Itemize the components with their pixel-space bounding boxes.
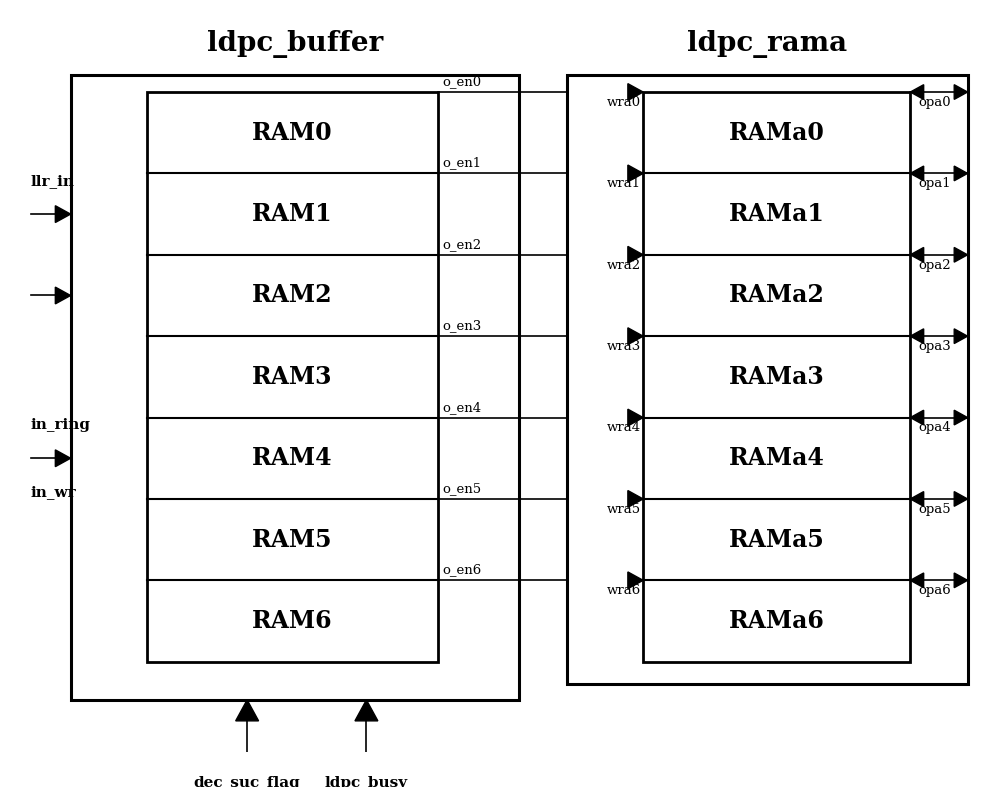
Text: o_en2: o_en2 — [443, 238, 482, 251]
Text: RAMa3: RAMa3 — [729, 365, 825, 389]
Text: wra2: wra2 — [607, 259, 641, 272]
Polygon shape — [628, 246, 643, 263]
Polygon shape — [910, 166, 924, 181]
Text: ldpc_rama: ldpc_rama — [687, 30, 847, 57]
Polygon shape — [954, 247, 968, 262]
Polygon shape — [628, 83, 643, 101]
Text: RAMa1: RAMa1 — [729, 202, 825, 226]
Polygon shape — [628, 165, 643, 182]
Polygon shape — [954, 492, 968, 506]
Polygon shape — [910, 85, 924, 99]
Text: RAM4: RAM4 — [252, 446, 333, 471]
Text: o_en4: o_en4 — [443, 401, 482, 414]
Text: RAM6: RAM6 — [252, 609, 333, 633]
Text: in_wr: in_wr — [31, 485, 76, 499]
Text: RAM0: RAM0 — [252, 120, 333, 145]
Text: o_en5: o_en5 — [443, 482, 482, 495]
Text: o_en1: o_en1 — [443, 157, 482, 170]
Bar — [643, 92, 910, 662]
Text: opa3: opa3 — [918, 340, 951, 353]
Polygon shape — [910, 492, 924, 506]
Text: RAM2: RAM2 — [252, 283, 333, 308]
Polygon shape — [55, 205, 71, 223]
Text: wra0: wra0 — [607, 96, 641, 109]
Polygon shape — [628, 490, 643, 508]
Polygon shape — [954, 85, 968, 99]
Polygon shape — [236, 700, 259, 721]
Text: RAM1: RAM1 — [252, 202, 333, 226]
Text: o_en6: o_en6 — [443, 563, 482, 577]
Text: RAMa5: RAMa5 — [729, 527, 825, 552]
Polygon shape — [910, 410, 924, 425]
Polygon shape — [954, 573, 968, 588]
Text: in_ring: in_ring — [31, 418, 91, 432]
Text: ldpc_buffer: ldpc_buffer — [207, 30, 383, 57]
Bar — [567, 75, 968, 684]
Text: o_en3: o_en3 — [443, 320, 482, 332]
Text: wra1: wra1 — [607, 177, 641, 190]
Text: opa6: opa6 — [918, 584, 951, 597]
Polygon shape — [55, 287, 71, 304]
Text: o_en0: o_en0 — [443, 76, 482, 88]
Text: wra3: wra3 — [607, 340, 641, 353]
Text: opa4: opa4 — [918, 421, 951, 434]
Polygon shape — [954, 329, 968, 344]
Text: opa2: opa2 — [918, 259, 951, 272]
Text: RAMa6: RAMa6 — [729, 609, 825, 633]
Text: RAM3: RAM3 — [252, 365, 333, 389]
Text: wra4: wra4 — [607, 421, 641, 434]
Polygon shape — [628, 409, 643, 426]
Polygon shape — [954, 410, 968, 425]
Text: RAM5: RAM5 — [252, 527, 333, 552]
Bar — [71, 75, 519, 700]
Text: ldpc_busy: ldpc_busy — [325, 776, 408, 787]
Text: llr_in: llr_in — [31, 174, 75, 188]
Polygon shape — [910, 247, 924, 262]
Text: wra6: wra6 — [607, 584, 641, 597]
Polygon shape — [910, 573, 924, 588]
Text: RAMa2: RAMa2 — [729, 283, 825, 308]
Polygon shape — [628, 328, 643, 345]
Text: RAMa4: RAMa4 — [729, 446, 825, 471]
Text: opa1: opa1 — [918, 177, 951, 190]
Polygon shape — [910, 329, 924, 344]
Polygon shape — [628, 572, 643, 589]
Polygon shape — [954, 166, 968, 181]
Text: opa0: opa0 — [918, 96, 951, 109]
Polygon shape — [355, 700, 378, 721]
Bar — [147, 92, 438, 662]
Text: RAMa0: RAMa0 — [729, 120, 825, 145]
Text: wra5: wra5 — [607, 503, 641, 515]
Polygon shape — [55, 450, 71, 467]
Text: dec_suc_flag: dec_suc_flag — [194, 776, 301, 787]
Text: opa5: opa5 — [918, 503, 951, 515]
